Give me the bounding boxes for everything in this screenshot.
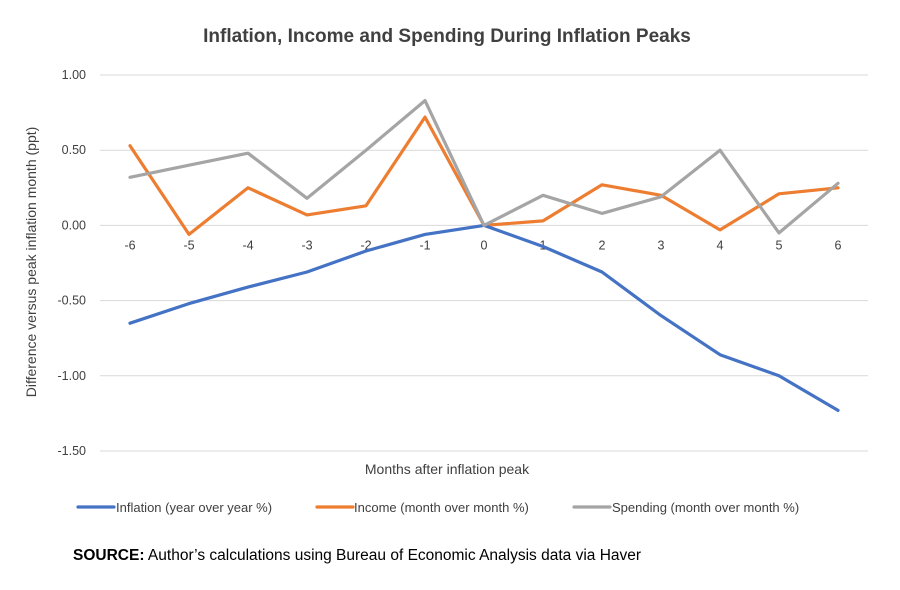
series-line-inflation <box>128 223 840 412</box>
legend-label-income: Income (month over month %) <box>354 500 529 515</box>
y-tick-label: -1.50 <box>58 444 87 458</box>
x-axis-label: Months after inflation peak <box>365 461 530 477</box>
x-tick-label: 0 <box>481 238 488 252</box>
x-tick-label: 6 <box>835 238 842 252</box>
x-tick-label: -2 <box>360 238 371 252</box>
y-axis-label: Difference versus peak inflation month (… <box>23 127 39 398</box>
x-tick-label: -5 <box>183 238 194 252</box>
y-tick-label: -1.00 <box>58 369 87 383</box>
source-note: SOURCE: Author’s calculations using Bure… <box>73 547 641 565</box>
x-tick-label: -6 <box>124 238 135 252</box>
x-tick-label: -3 <box>301 238 312 252</box>
legend-label-spending: Spending (month over month %) <box>612 500 799 515</box>
series-line-spending <box>128 98 840 235</box>
x-tick-label: -4 <box>242 238 253 252</box>
legend: Inflation (year over year %) Income (mont… <box>76 500 799 515</box>
chart: Inflation, Income and Spending During In… <box>23 26 868 515</box>
y-tick-label: 1.00 <box>62 68 86 82</box>
chart-title: Inflation, Income and Spending During In… <box>203 26 691 47</box>
gridlines <box>100 74 868 452</box>
y-tick-label: 0.00 <box>62 218 86 232</box>
legend-label-inflation: Inflation (year over year %) <box>116 500 272 515</box>
series-line-income <box>128 115 840 236</box>
y-tick-label: 0.50 <box>62 143 86 157</box>
source-text: Author’s calculations using Bureau of Ec… <box>144 547 642 564</box>
series-lines <box>128 98 840 412</box>
x-tick-label: 3 <box>658 238 665 252</box>
x-tick-label: 5 <box>776 238 783 252</box>
x-tick-label: -1 <box>419 238 430 252</box>
x-tick-label: 2 <box>599 238 606 252</box>
source-label: SOURCE: <box>73 547 145 564</box>
x-tick-label: 4 <box>717 238 724 252</box>
y-tick-label: -0.50 <box>58 294 87 308</box>
x-axis-ticks: -6 -5 -4 -3 -2 -1 0 1 2 3 4 5 6 <box>124 238 841 252</box>
y-axis-ticks: 1.00 0.50 0.00 -0.50 -1.00 -1.50 <box>58 68 87 458</box>
